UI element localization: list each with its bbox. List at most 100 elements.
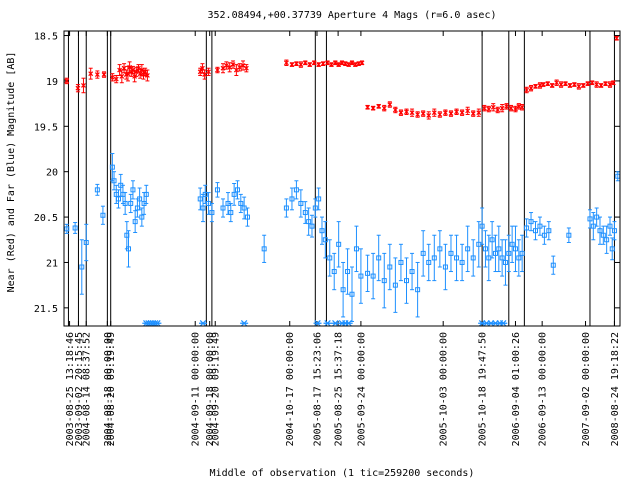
data-point [81, 77, 86, 94]
data-point [238, 193, 244, 214]
point-marker [437, 112, 443, 117]
data-point [345, 248, 351, 295]
data-point [237, 63, 243, 72]
data-point [437, 111, 443, 118]
data-point [115, 189, 121, 209]
data-point [420, 110, 426, 117]
data-point [353, 225, 359, 273]
y-tick-label: 18.5 [34, 32, 58, 43]
point-marker [528, 85, 534, 91]
point-marker [490, 104, 496, 110]
data-point [465, 106, 471, 116]
data-point [415, 111, 421, 118]
point-marker [342, 61, 348, 67]
data-point [615, 171, 621, 182]
point-marker [479, 223, 485, 229]
data-point [563, 81, 568, 87]
point-marker [437, 246, 443, 252]
point-marker [600, 232, 606, 238]
data-point [495, 106, 501, 114]
data-point [470, 110, 476, 117]
point-marker [228, 210, 234, 216]
data-point [509, 225, 515, 263]
point-marker [610, 80, 616, 86]
point-marker [387, 264, 393, 270]
data-point [311, 60, 317, 66]
chart-title: 352.08494,+00.37739 Aperture 4 Mags (r=6… [208, 10, 497, 21]
data-point [537, 82, 543, 89]
data-point [506, 234, 512, 273]
data-point [516, 103, 522, 110]
data-point [442, 243, 448, 291]
data-point [220, 198, 226, 218]
point-marker [79, 264, 85, 270]
data-point [607, 216, 613, 236]
point-marker [332, 60, 338, 66]
plot-area: 18.5 19 19.5 20 20.5 21 21.5 2003-08-25 13:18:4… [34, 31, 621, 446]
point-marker [220, 205, 226, 211]
point-marker [132, 219, 138, 225]
data-point [220, 63, 226, 74]
point-marker [144, 73, 150, 78]
data-point [499, 239, 505, 277]
point-marker [215, 67, 220, 73]
point-marker [550, 262, 556, 268]
point-marker [230, 62, 236, 68]
point-marker [508, 105, 514, 111]
point-marker [289, 62, 295, 68]
data-point [261, 234, 267, 263]
data-point [231, 182, 237, 206]
data-point [499, 104, 505, 113]
data-point [200, 193, 206, 223]
point-marker [489, 237, 495, 243]
point-marker [587, 216, 593, 222]
point-marker [352, 62, 358, 68]
data-point [202, 69, 208, 80]
data-point [549, 83, 555, 88]
point-marker [113, 76, 119, 82]
data-point [587, 209, 593, 229]
data-point [83, 223, 89, 262]
point-marker [298, 200, 304, 206]
data-point [306, 207, 312, 236]
data-point [370, 252, 376, 300]
data-point [336, 62, 342, 68]
data-point [404, 108, 409, 116]
y-tick-label: 20 [46, 168, 58, 179]
data-point [489, 221, 495, 259]
point-marker [611, 228, 617, 234]
data-point [571, 82, 577, 87]
data-point [376, 103, 382, 109]
data-point [349, 266, 355, 322]
data-point [566, 227, 572, 243]
data-point [197, 67, 203, 76]
point-marker [454, 109, 459, 115]
point-marker [293, 187, 299, 193]
data-point [283, 59, 289, 66]
data-point [554, 79, 560, 86]
data-point [143, 184, 149, 204]
point-marker [415, 112, 421, 117]
point-marker [392, 107, 398, 113]
data-point [519, 234, 525, 273]
point-marker [563, 81, 568, 87]
x-tick-label: 2005-10-03 00:00:00 [439, 332, 450, 446]
data-point [307, 62, 313, 68]
point-marker [234, 187, 240, 193]
point-marker [346, 62, 352, 68]
point-marker [398, 259, 404, 265]
data-point [403, 257, 409, 304]
data-point [398, 109, 404, 116]
point-marker [549, 83, 555, 88]
point-marker [316, 62, 322, 68]
point-marker [376, 255, 382, 261]
point-marker [307, 62, 313, 68]
data-point [496, 225, 502, 273]
point-marker [336, 62, 342, 68]
point-marker [202, 191, 208, 197]
data-point [545, 81, 551, 87]
point-marker [81, 83, 86, 88]
point-marker [504, 103, 510, 109]
point-marker [603, 81, 608, 87]
point-marker [349, 60, 355, 66]
